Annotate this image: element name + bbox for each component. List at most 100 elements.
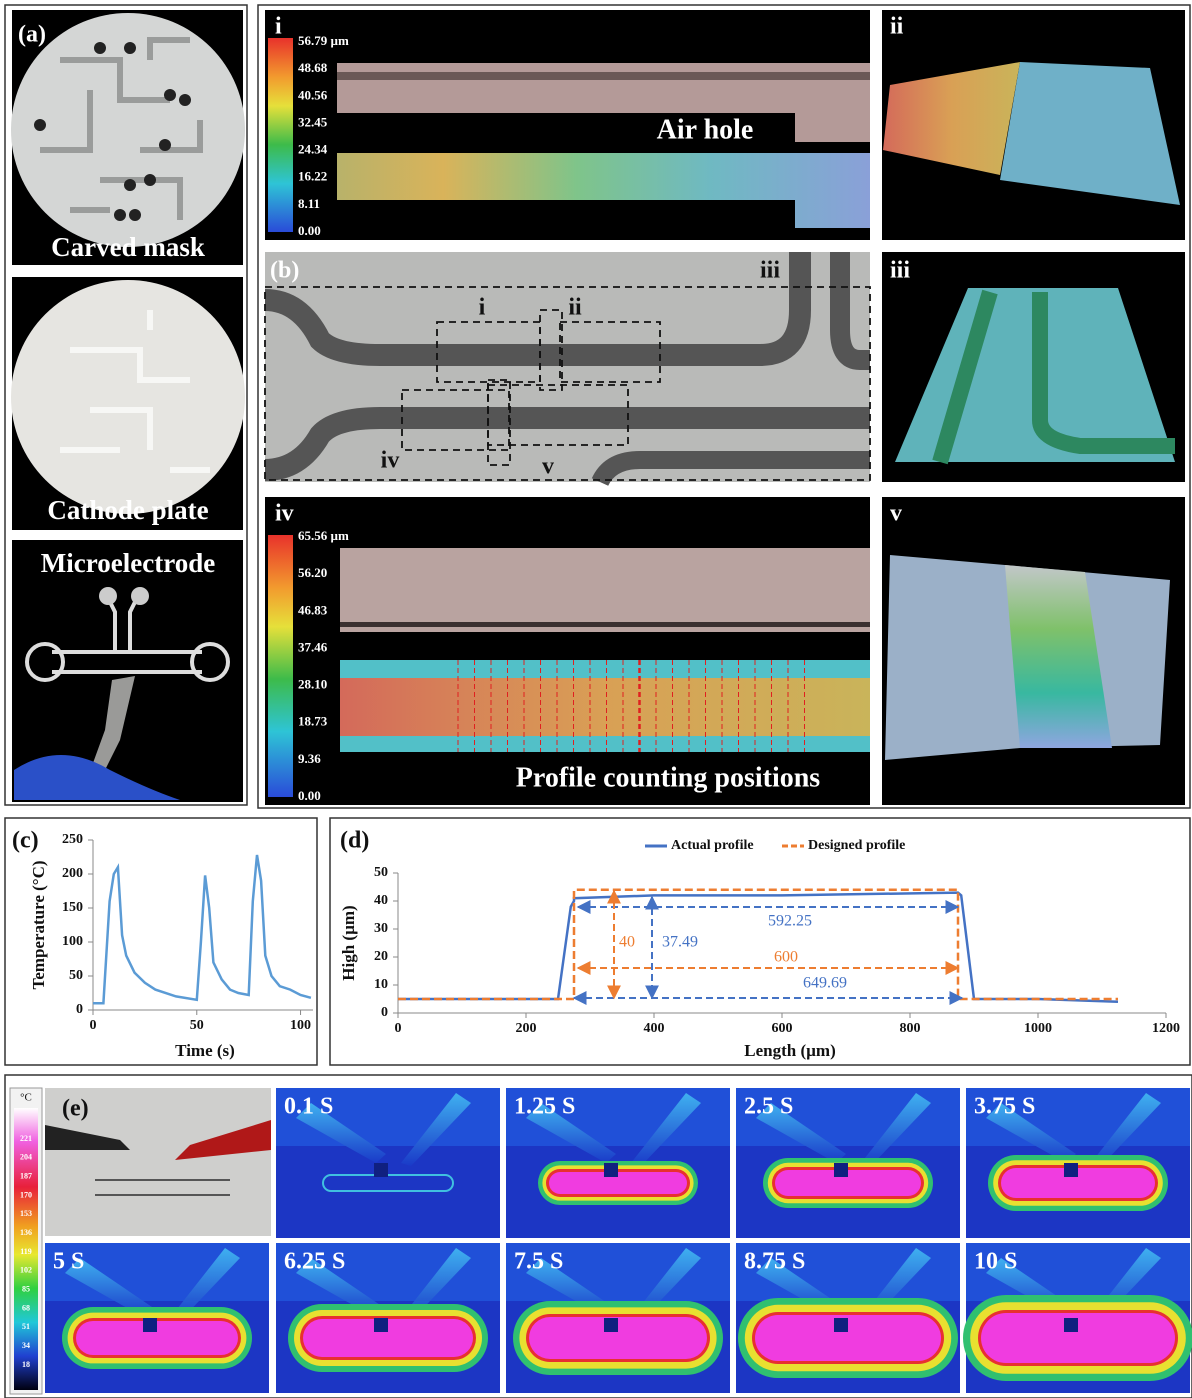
label: 0 xyxy=(395,1021,402,1036)
label: 24.34 xyxy=(298,142,328,157)
label: 46.83 xyxy=(298,602,328,617)
label: 100 xyxy=(290,1018,311,1033)
body: (a) Carved mask Cathode plate Microelectrod… xyxy=(0,0,1192,1398)
label: Carved mask xyxy=(51,232,205,262)
label: High (µm) xyxy=(339,905,358,980)
mask-hole xyxy=(34,119,46,131)
label: 153 xyxy=(20,1209,32,1218)
label: 119 xyxy=(20,1247,32,1256)
height-strip-iv xyxy=(340,678,870,736)
label: v xyxy=(542,454,554,480)
label: 221 xyxy=(20,1134,32,1143)
label: iii xyxy=(890,258,910,284)
image-i xyxy=(265,10,870,240)
label: 1000 xyxy=(1024,1021,1052,1036)
contact xyxy=(143,1318,157,1332)
data-line xyxy=(93,855,311,1003)
label: 150 xyxy=(62,900,83,915)
label: 30 xyxy=(374,921,388,936)
label: 10 S xyxy=(974,1249,1017,1275)
label: 28.10 xyxy=(298,677,327,692)
mask-hole xyxy=(124,42,136,54)
mask-hole xyxy=(124,179,136,191)
label: 600 xyxy=(774,949,798,966)
page: Figure {"panel_a": {"label": "(a)", "cap… xyxy=(0,0,1192,1398)
label: 56.79 µm xyxy=(298,33,349,48)
label: 40 xyxy=(619,934,635,951)
mask-hole xyxy=(129,209,141,221)
label: 0.1 S xyxy=(284,1094,333,1120)
label: 5 S xyxy=(53,1249,84,1275)
label: 40 xyxy=(374,893,388,908)
label: Cathode plate xyxy=(47,495,208,525)
label: Microelectrode xyxy=(41,548,215,578)
label: i xyxy=(479,295,486,321)
label: Actual profile xyxy=(671,838,754,853)
surface-3d-low xyxy=(1000,62,1180,205)
label: 50 xyxy=(190,1018,204,1033)
label: 8.75 S xyxy=(744,1249,805,1275)
label: 0 xyxy=(90,1018,97,1033)
label: 204 xyxy=(20,1153,32,1162)
strip-edge-iv xyxy=(340,622,870,627)
label: 8.11 xyxy=(298,196,320,211)
label: (b) xyxy=(270,258,299,284)
label: 0 xyxy=(381,1005,388,1020)
mask-hole xyxy=(144,174,156,186)
label: 18 xyxy=(22,1360,30,1369)
strip-edge xyxy=(337,72,870,80)
label: ii xyxy=(890,14,904,40)
label: 65.56 µm xyxy=(298,528,349,543)
label: 50 xyxy=(374,865,388,880)
label: 102 xyxy=(20,1266,32,1275)
contact xyxy=(834,1318,848,1332)
label: 600 xyxy=(772,1021,793,1036)
label: 200 xyxy=(516,1021,537,1036)
contact xyxy=(604,1163,618,1177)
mask-hole xyxy=(114,209,126,221)
label: 136 xyxy=(20,1228,32,1237)
label: Air hole xyxy=(657,114,754,145)
label: Temperature (°C) xyxy=(29,860,48,989)
contact xyxy=(604,1318,618,1332)
label: 34 xyxy=(22,1341,30,1350)
label: iv xyxy=(381,448,400,474)
label: 68 xyxy=(22,1303,30,1312)
label: 0.00 xyxy=(298,223,321,238)
label: 37.49 xyxy=(662,934,698,951)
label: (e) xyxy=(62,1096,89,1122)
contact xyxy=(1064,1318,1078,1332)
label: 649.69 xyxy=(803,975,847,992)
label: 1200 xyxy=(1152,1021,1180,1036)
mask-hole xyxy=(159,139,171,151)
label: (d) xyxy=(340,828,369,854)
panel-border xyxy=(5,818,317,1065)
label: 592.25 xyxy=(768,913,812,930)
label: v xyxy=(890,501,902,527)
label: °C xyxy=(20,1092,32,1104)
label: 32.45 xyxy=(298,114,328,129)
cathode-disc xyxy=(11,280,245,514)
mask-hole xyxy=(164,89,176,101)
mask-hole xyxy=(94,42,106,54)
label: 100 xyxy=(62,934,83,949)
contact xyxy=(1064,1163,1078,1177)
electrode-pad xyxy=(131,587,149,605)
label: (a) xyxy=(18,22,46,48)
label: 800 xyxy=(900,1021,921,1036)
label: 3.75 S xyxy=(974,1094,1035,1120)
figure: (a) Carved mask Cathode plate Microelectrod… xyxy=(0,0,1192,1398)
label: Designed profile xyxy=(808,838,905,853)
electrode-pad xyxy=(99,587,117,605)
label: 250 xyxy=(62,832,83,847)
colorbar-iv xyxy=(268,535,293,797)
label: 51 xyxy=(22,1322,30,1331)
label: (c) xyxy=(12,828,39,854)
label: 56.20 xyxy=(298,565,327,580)
data-line xyxy=(398,893,1118,1002)
label: 187 xyxy=(20,1171,32,1180)
label: 9.36 xyxy=(298,751,321,766)
image-iv xyxy=(265,497,870,805)
contact xyxy=(374,1318,388,1332)
label: 0 xyxy=(76,1002,83,1017)
